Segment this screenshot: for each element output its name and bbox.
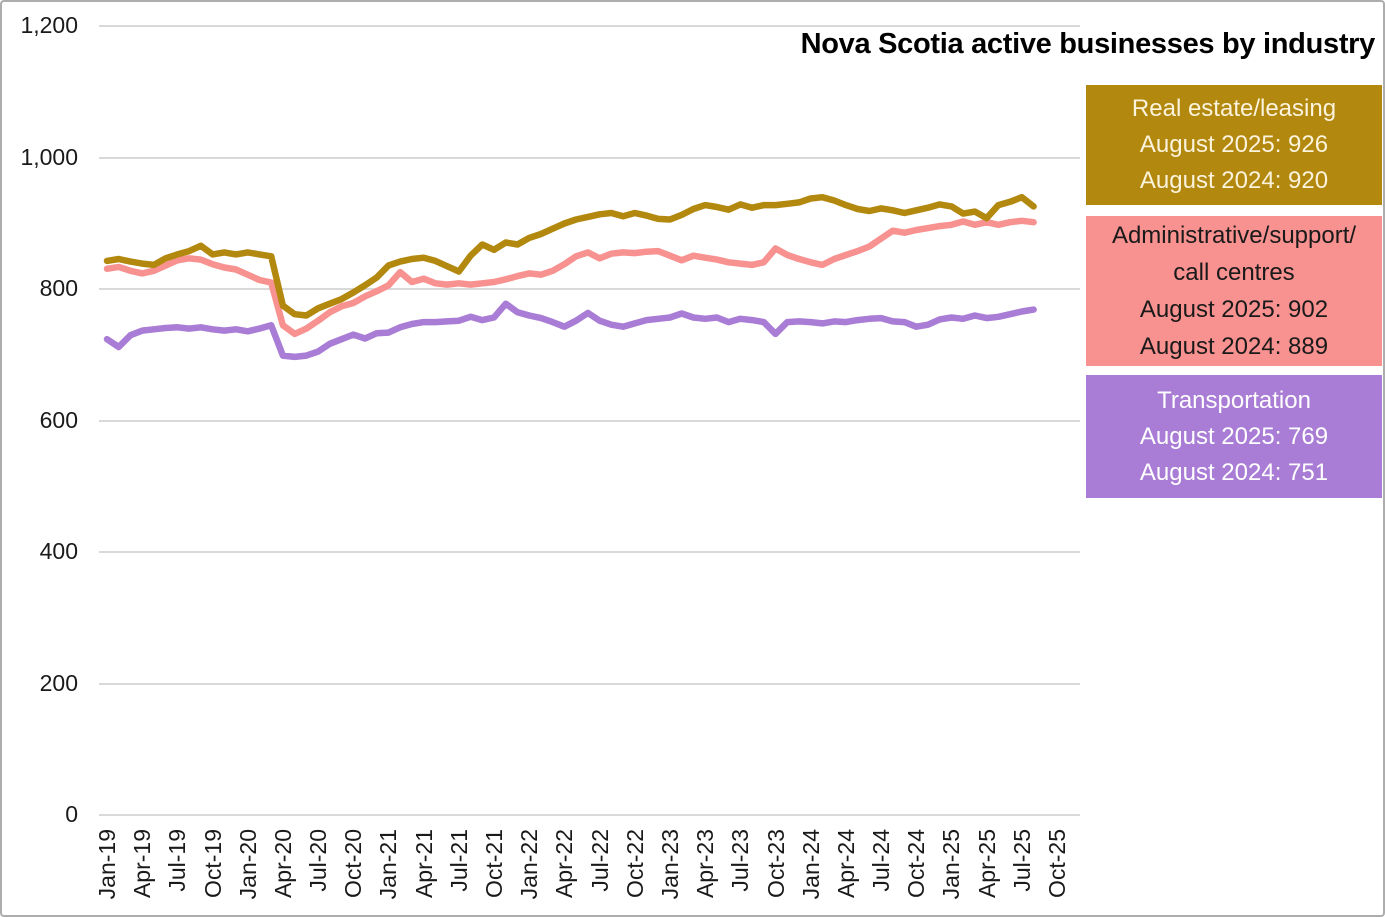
legend-value-aug-2025: August 2025: 902 bbox=[1139, 296, 1329, 323]
legend-series-title-line-2: call centres bbox=[1173, 259, 1295, 286]
series-line-real-estate-leasing bbox=[103, 193, 1037, 319]
gridline bbox=[99, 288, 1080, 291]
y-axis-label: 800 bbox=[39, 275, 78, 302]
legend-value-aug-2024: August 2024: 751 bbox=[1139, 458, 1329, 486]
legend-value-aug-2025: August 2025: 769 bbox=[1139, 422, 1329, 450]
legend-value-aug-2025: August 2025: 926 bbox=[1139, 131, 1329, 158]
y-axis-label: 0 bbox=[65, 801, 78, 827]
legend-box-real-estate-leasing: Real estate/leasing August 2025: 926 Aug… bbox=[1086, 85, 1382, 205]
legend-series-title: Real estate/leasing bbox=[1131, 95, 1337, 122]
legend-box-transportation: Transportation August 2025: 769 August 2… bbox=[1086, 375, 1382, 498]
y-axis-label: 200 bbox=[39, 669, 78, 696]
legend-box-administrative-support-call-centres: Administrative/support/ call centres Aug… bbox=[1086, 216, 1382, 366]
legend-value-aug-2024: August 2024: 889 bbox=[1139, 333, 1329, 360]
y-axis-label: 600 bbox=[39, 406, 78, 433]
series-line-transportation bbox=[103, 300, 1037, 361]
legend-value-aug-2024: August 2024: 920 bbox=[1139, 167, 1329, 194]
series-line-administrative-support-call-centres bbox=[103, 217, 1037, 338]
gridline bbox=[99, 551, 1080, 554]
y-axis-label: 1,200 bbox=[20, 12, 78, 39]
chart-title: Nova Scotia active businesses by industr… bbox=[800, 28, 1376, 60]
y-axis-label: 400 bbox=[39, 538, 78, 565]
y-axis-label: 1,000 bbox=[20, 143, 78, 170]
legend-series-title: Transportation bbox=[1157, 386, 1311, 414]
gridline bbox=[99, 156, 1080, 159]
gridline bbox=[99, 682, 1080, 685]
gridline bbox=[99, 814, 1080, 816]
legend-series-title: Administrative/support/ bbox=[1111, 222, 1357, 249]
gridline bbox=[99, 25, 1080, 28]
gridline bbox=[99, 419, 1080, 422]
